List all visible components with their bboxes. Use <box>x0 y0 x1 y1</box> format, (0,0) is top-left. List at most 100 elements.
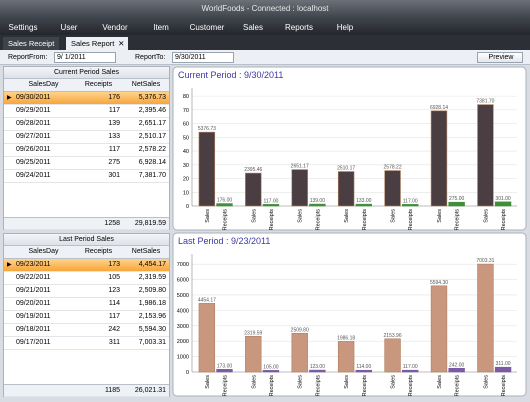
x-label: Receipts <box>408 375 414 397</box>
menu-item[interactable]: User <box>60 23 78 32</box>
total-cell: 1258 <box>104 220 120 227</box>
grid-row[interactable]: 09/17/2011 311 7,003.31 <box>4 337 169 350</box>
grid-row[interactable]: 09/26/2011 117 2,578.22 <box>4 144 169 157</box>
tab[interactable]: Sales Report ✕ <box>66 37 129 50</box>
x-label: Sales <box>251 209 257 223</box>
grid-cell: 1,986.18 <box>138 300 166 307</box>
grid-cell: 2,395.46 <box>138 107 166 114</box>
grid-cell: 2,319.59 <box>138 274 166 281</box>
data-label: 133.00 <box>356 198 372 204</box>
data-label: 7003.31 <box>476 258 494 264</box>
bar <box>477 104 494 207</box>
bar <box>337 341 355 373</box>
column-header: SalesDay <box>28 248 59 255</box>
x-label: Receipts <box>362 375 368 397</box>
data-label: 117.00 <box>403 364 418 370</box>
bar <box>262 370 280 373</box>
x-label: Sales <box>344 375 350 389</box>
date-input[interactable]: 9/30/2011 <box>172 52 234 63</box>
grid-cell: 242 <box>108 326 120 333</box>
grid-cell: 7,381.70 <box>138 172 166 179</box>
data-label: 123.00 <box>310 364 326 370</box>
total-cell: 29,819.59 <box>134 220 166 227</box>
x-label: Sales <box>391 375 397 389</box>
bar <box>355 203 372 207</box>
y-tick-label: 4000 <box>177 308 189 314</box>
grid-row[interactable]: 09/25/2011 275 6,928.14 <box>4 157 169 170</box>
grid-row[interactable]: 09/21/2011 123 2,509.80 <box>4 285 169 298</box>
data-label: 117.00 <box>403 198 418 204</box>
bar <box>430 285 448 373</box>
grid-title: Last Period Sales <box>4 234 169 246</box>
grid-row[interactable]: 09/24/2011 301 7,381.70 <box>4 170 169 183</box>
grid-cell: 09/30/2011 <box>16 94 51 101</box>
grid-cell: 133 <box>108 133 120 140</box>
bar <box>245 335 262 373</box>
menu-item[interactable]: Customer <box>189 23 225 32</box>
grid-row[interactable]: 09/27/2011 133 2,510.17 <box>4 131 169 144</box>
grid-row[interactable]: 09/19/2011 117 2,153.96 <box>4 311 169 324</box>
grid-cell: 2,153.96 <box>138 313 166 320</box>
y-tick-label: 40 <box>183 149 189 155</box>
column-header: NetSales <box>131 81 161 88</box>
grid-cell: 4,454.17 <box>138 261 166 268</box>
grid-cell: 117 <box>108 107 120 114</box>
data-label: 105.00 <box>263 364 279 370</box>
bar <box>245 172 262 207</box>
y-tick-label: 1000 <box>177 355 189 361</box>
bar <box>402 369 419 373</box>
menu-item[interactable]: Vendor <box>102 23 128 32</box>
close-icon[interactable]: ✕ <box>118 39 125 48</box>
grid-cell: 09/17/2011 <box>16 339 51 346</box>
menu-item[interactable]: Settings <box>8 23 38 32</box>
grid-row[interactable]: ▶ 09/30/2011 176 5,376.73 <box>4 92 169 105</box>
date-input[interactable]: 9/ 1/2011 <box>54 52 116 63</box>
bar <box>477 263 494 373</box>
y-tick-label: 3000 <box>177 324 189 330</box>
grid-cell: 6,928.14 <box>138 159 166 166</box>
grid-row[interactable]: 09/20/2011 114 1,986.18 <box>4 298 169 311</box>
window-title: WorldFoods - Connected : localhost <box>201 4 329 13</box>
title-bar: WorldFoods - Connected : localhost <box>0 0 530 20</box>
menu-item[interactable]: Sales <box>242 23 263 32</box>
bar <box>355 369 372 373</box>
y-tick-label: 10 <box>183 190 189 196</box>
grid-cell: 2,651.17 <box>138 120 166 127</box>
data-label: 2153.96 <box>384 333 402 339</box>
grid-cell: 09/26/2011 <box>16 146 51 153</box>
grid-row[interactable]: 09/22/2011 105 2,319.59 <box>4 272 169 285</box>
grid-cell: 09/18/2011 <box>16 326 51 333</box>
menu-item[interactable]: Help <box>336 23 354 32</box>
label: ReportFrom: <box>8 54 48 61</box>
header-row: SalesDay Receipts NetSales <box>4 246 169 259</box>
x-label: Sales <box>483 209 489 223</box>
data-label: 114.00 <box>356 364 371 370</box>
data-label: 176.00 <box>217 198 233 204</box>
grid-row[interactable]: 09/29/2011 117 2,395.46 <box>4 105 169 118</box>
menu-item[interactable]: Reports <box>284 23 313 32</box>
x-label: Receipts <box>362 209 368 231</box>
grid-cell: 09/19/2011 <box>16 313 51 320</box>
menu-item[interactable]: Item <box>153 23 169 32</box>
x-label: Receipts <box>269 209 275 231</box>
grid-cell: 7,003.31 <box>138 339 166 346</box>
data-label: 139.00 <box>310 198 326 204</box>
tab-bar: Sales Receipt Sales Report ✕ <box>0 35 530 50</box>
grid-cell: 09/27/2011 <box>16 133 51 140</box>
grid-cell: 117 <box>108 146 120 153</box>
y-tick-label: 2000 <box>177 339 189 345</box>
grid-row[interactable]: ▶ 09/23/2011 173 4,454.17 <box>4 259 169 272</box>
x-label: Receipts <box>315 375 321 397</box>
preview-button[interactable]: Preview <box>477 52 523 63</box>
grid-row[interactable]: 09/28/2011 139 2,651.17 <box>4 118 169 131</box>
data-label: 2509.80 <box>291 327 309 333</box>
grid-cell: 09/20/2011 <box>16 300 51 307</box>
grid-row[interactable]: 09/18/2011 242 5,594.30 <box>4 324 169 337</box>
data-label: 173.00 <box>217 363 233 369</box>
tab[interactable]: Sales Receipt <box>3 37 60 50</box>
bar <box>448 367 465 373</box>
data-grid: Last Period Sales SalesDay Receipts NetSale… <box>3 233 170 397</box>
x-label: Sales <box>391 209 397 223</box>
bar <box>309 369 326 373</box>
x-label: Sales <box>437 375 443 389</box>
